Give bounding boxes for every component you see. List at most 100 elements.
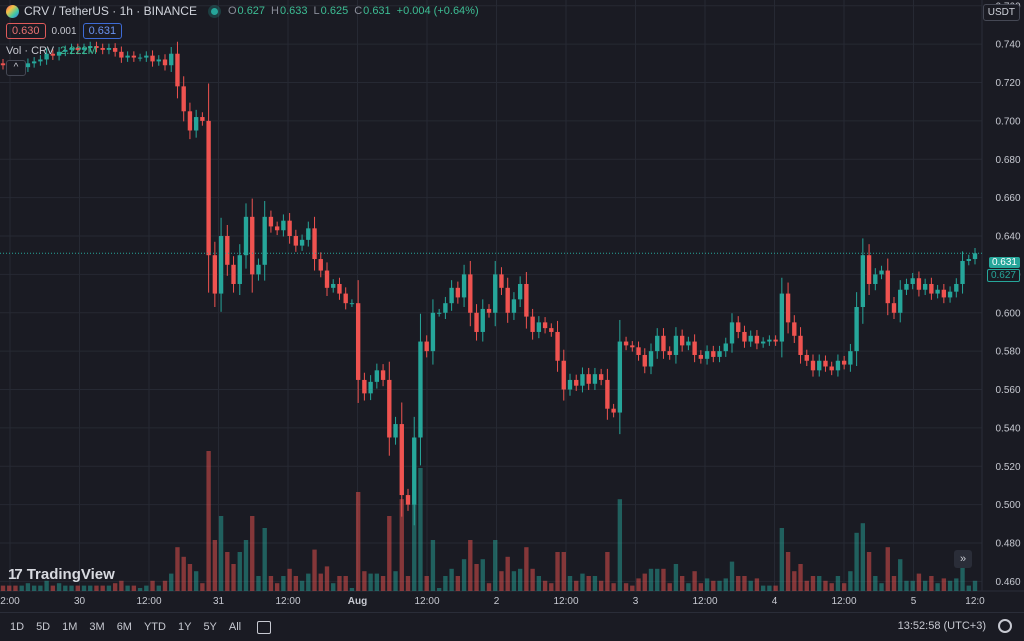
candle-body: [935, 289, 940, 294]
candle-body: [717, 351, 722, 357]
candle-body: [436, 312, 442, 314]
clock[interactable]: 13:52:58 (UTC+3): [897, 620, 986, 632]
sell-button[interactable]: 0.630: [6, 23, 46, 39]
candle-body: [94, 46, 99, 48]
x-tick-label: 31: [213, 596, 225, 607]
candle-body: [866, 255, 872, 284]
volume-bar: [667, 583, 672, 591]
scroll-to-realtime-button[interactable]: »: [954, 550, 972, 568]
candle-body: [667, 351, 672, 355]
volume-bar: [773, 585, 778, 591]
volume-bar: [966, 585, 971, 591]
price-chart[interactable]: 0.7600.7400.7200.7000.6800.6600.6400.620…: [0, 0, 1024, 612]
candle-body: [262, 216, 267, 265]
range-1y-button[interactable]: 1Y: [177, 621, 192, 633]
x-tick-label: 12:0: [965, 596, 985, 607]
candle-body: [605, 379, 610, 409]
volume-bar: [561, 552, 566, 591]
candle-body: [455, 287, 461, 298]
volume-bar: [536, 576, 542, 591]
candle-body: [785, 293, 791, 323]
candle-body: [854, 307, 859, 352]
volume-bar: [929, 576, 934, 591]
tradingview-mark-icon: 17: [8, 566, 23, 583]
symbol-title[interactable]: CRV / TetherUS · 1h · BINANCE: [24, 4, 197, 18]
candle-body: [517, 283, 523, 300]
buy-button[interactable]: 0.631: [82, 23, 123, 39]
volume-bar: [704, 578, 710, 591]
range-6m-button[interactable]: 6M: [116, 621, 132, 633]
candle-body: [38, 59, 43, 62]
candle-body: [592, 374, 598, 384]
volume-bar: [972, 580, 978, 591]
volume-bar: [779, 528, 785, 591]
range-5d-button[interactable]: 5D: [36, 621, 51, 633]
y-tick-label: 0.640: [995, 232, 1020, 243]
volume-bar: [430, 540, 436, 591]
candle-body: [611, 408, 616, 413]
candle-body: [69, 47, 74, 50]
collapse-legend-button[interactable]: ^: [6, 60, 26, 76]
volume-bar: [605, 552, 610, 591]
volume-bar: [212, 540, 218, 591]
candle-body: [193, 117, 199, 131]
volume-bar: [193, 571, 199, 591]
volume-bar: [729, 561, 735, 591]
gear-icon[interactable]: [998, 619, 1012, 633]
low-label: L: [313, 5, 320, 17]
volume-bar: [804, 580, 809, 591]
candle-body: [804, 354, 809, 361]
volume-bar: [754, 578, 760, 591]
volume-bar: [349, 588, 355, 591]
candle-body: [368, 381, 373, 394]
volume-bar: [611, 583, 616, 591]
candle-body: [511, 299, 517, 313]
volume-label[interactable]: Vol · CRV: [6, 45, 55, 57]
range-3m-button[interactable]: 3M: [89, 621, 105, 633]
candle-body: [200, 117, 205, 121]
volume-bar: [218, 516, 224, 591]
volume-bar: [879, 583, 884, 591]
candle-body: [212, 255, 218, 294]
candle-body: [125, 55, 130, 58]
candle-body: [904, 283, 909, 290]
volume-bar: [63, 585, 68, 591]
volume-bar: [941, 578, 947, 591]
volume-bar: [100, 585, 105, 591]
volume-bar: [187, 564, 193, 591]
volume-bar: [760, 585, 766, 591]
volume-bar: [281, 576, 286, 591]
candle-body: [692, 341, 697, 355]
candle-body: [885, 270, 890, 304]
volume-bar: [598, 580, 604, 591]
close-label: C: [354, 5, 363, 17]
range-1m-button[interactable]: 1M: [62, 621, 78, 633]
candle-body: [760, 341, 766, 344]
candle-body: [424, 341, 429, 352]
range-1d-button[interactable]: 1D: [10, 621, 25, 633]
y-tick-label: 0.720: [995, 78, 1020, 89]
tradingview-logo[interactable]: 17 TradingView: [8, 566, 115, 583]
candle-body: [499, 274, 504, 288]
range-all-button[interactable]: All: [228, 621, 242, 633]
x-tick-label: 2: [494, 596, 500, 607]
y-tick-label: 0.520: [995, 462, 1020, 473]
x-tick-label: 4: [772, 596, 778, 607]
candle-body: [623, 341, 629, 346]
volume-bar: [455, 576, 461, 591]
currency-button[interactable]: USDT: [982, 4, 1020, 21]
candle-body: [81, 47, 87, 50]
y-tick-label: 0.600: [995, 308, 1020, 319]
volume-bar: [318, 573, 323, 591]
calendar-icon[interactable]: [257, 620, 272, 634]
candle-body: [505, 287, 510, 313]
range-5y-button[interactable]: 5Y: [203, 621, 217, 633]
volume-bar: [306, 573, 311, 591]
candle-body: [835, 360, 841, 371]
range-ytd-button[interactable]: YTD: [143, 621, 166, 633]
volume-bar: [131, 585, 137, 591]
candle-body: [530, 316, 535, 332]
bottom-toolbar: 1D 5D 1M 3M 6M YTD 1Y 5Y All 13:52:58 (U…: [0, 612, 1024, 641]
symbol-legend: CRV / TetherUS · 1h · BINANCE O 0.627 H 0.…: [6, 4, 485, 18]
candle-body: [891, 303, 897, 313]
